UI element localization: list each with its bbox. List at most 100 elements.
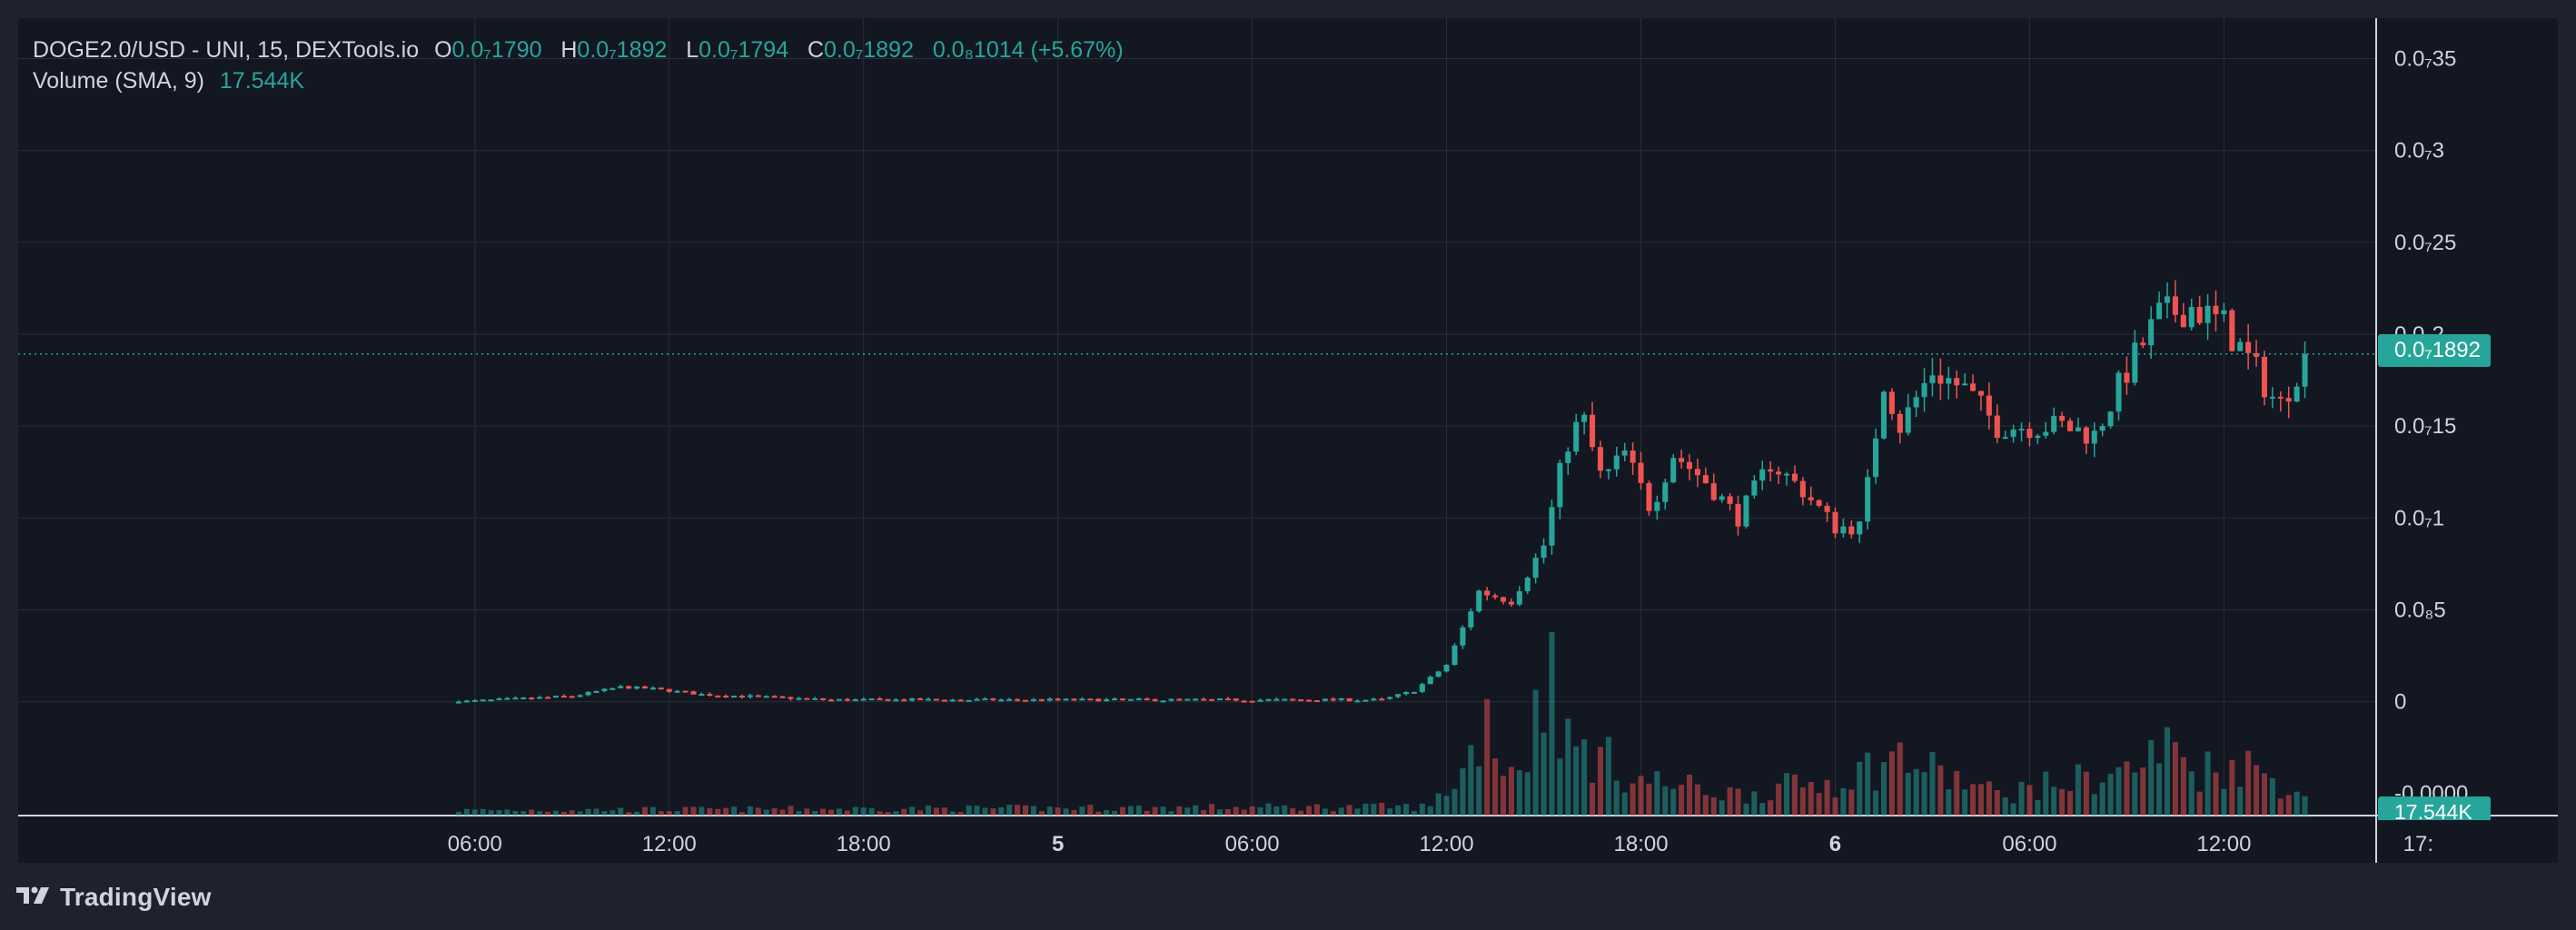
volume-bar [1015,805,1021,816]
candle-body [957,699,964,702]
volume-bar [1144,810,1150,816]
volume-bar [1913,768,1919,816]
volume-bar [1362,803,1369,816]
volume-bar [1224,809,1231,816]
volume-bar [1630,783,1636,816]
candle-body [1071,698,1077,701]
tradingview-brand[interactable]: TradingView [16,879,212,915]
volume-bar [1605,737,1611,816]
volume-bar [2066,790,2074,816]
time-tick-label: 06:00 [448,832,502,856]
volume-bar [1387,808,1393,816]
candle-body [2066,420,2074,431]
volume-bar [496,809,502,816]
candle-body [1063,698,1069,701]
candle-body [2010,429,2016,438]
volume-bar [2115,767,2122,816]
volume-bar [1468,745,1474,816]
volume-bar [1249,806,1255,816]
candle-body [1581,414,1588,422]
change-value: 0.0₈1014 (+5.67%) [932,37,1124,63]
candle-body [1104,698,1110,702]
volume-bar [860,807,867,816]
time-tick-label: 12:00 [2196,832,2251,856]
candle-body [1873,438,1879,478]
candle-body [966,699,972,702]
volume-bar [1346,805,1352,816]
candle-body [820,698,827,700]
candle-body [512,698,519,700]
candle-body [537,697,543,699]
candle-body [2172,296,2178,315]
candle-body [860,698,867,701]
volume-bar [560,811,567,816]
volume-bar [1954,771,1960,816]
candle-body [1832,511,1838,534]
candle-body [1888,391,1895,414]
candle-body [1338,698,1344,700]
price-tick-label: 0.0₈5 [2394,598,2446,622]
volume-bar [1038,811,1045,816]
candle-body [1346,698,1352,702]
volume-bar [1977,784,1984,816]
volume-bar [715,808,721,816]
candle-body [1055,698,1061,701]
candle-body [1282,698,1288,701]
candle-body [609,688,616,690]
candle-body [2132,342,2138,383]
volume-bar [1030,806,1036,816]
candle-body [715,695,721,698]
time-tick-label: 06:00 [2002,832,2056,856]
volume-bar [641,806,649,816]
volume-bar [1905,773,1911,816]
candle-body [1565,451,1571,463]
candle-body [1500,597,1507,602]
volume-bar [1986,781,1992,816]
candle-body [544,697,551,699]
volume-bar [788,806,794,816]
volume-bar [917,810,924,816]
candle-body [2018,429,2025,431]
candle-body [1929,375,1936,383]
candle-body [1022,699,1029,702]
volume-bar [1209,804,1215,816]
candle-body [1313,700,1320,703]
volume-bar [804,808,810,816]
candle-body [463,700,470,703]
candle-body [471,699,478,702]
price-tick-label: 0.0₇3 [2394,139,2444,163]
volume-bar [666,811,672,816]
volume-bar [925,805,932,816]
candle-body [2059,415,2066,421]
candle-body [1330,698,1336,701]
volume-bar [634,811,640,816]
volume-bar [868,807,875,816]
volume-bar [1079,806,1085,816]
candle-body [877,698,883,701]
volume-bar [1743,803,1749,816]
time-tick-label: 06:00 [1225,832,1280,856]
last-volume-badge: 17.544K [2378,796,2491,820]
candle-body [618,686,624,688]
volume-bar [593,808,599,816]
volume-bar [1532,689,1539,816]
candle-body [496,698,502,701]
volume-bar [2018,781,2025,816]
candle-body [2196,307,2203,323]
candle-body [690,691,697,695]
candle-body [1435,671,1442,678]
candle-body [1241,700,1247,703]
volume-bar [1411,810,1417,816]
volume-bar [966,805,972,816]
volume-bar [1921,772,1927,816]
volume-bar [520,811,527,816]
volume-bar [1702,795,1709,816]
volume-bar [957,812,964,816]
candle-body [2237,341,2244,351]
volume-bar [852,806,858,816]
volume-bar [1832,796,1838,816]
candle-body [771,696,778,698]
candle-body [1209,698,1215,701]
candle-body [1006,698,1013,701]
